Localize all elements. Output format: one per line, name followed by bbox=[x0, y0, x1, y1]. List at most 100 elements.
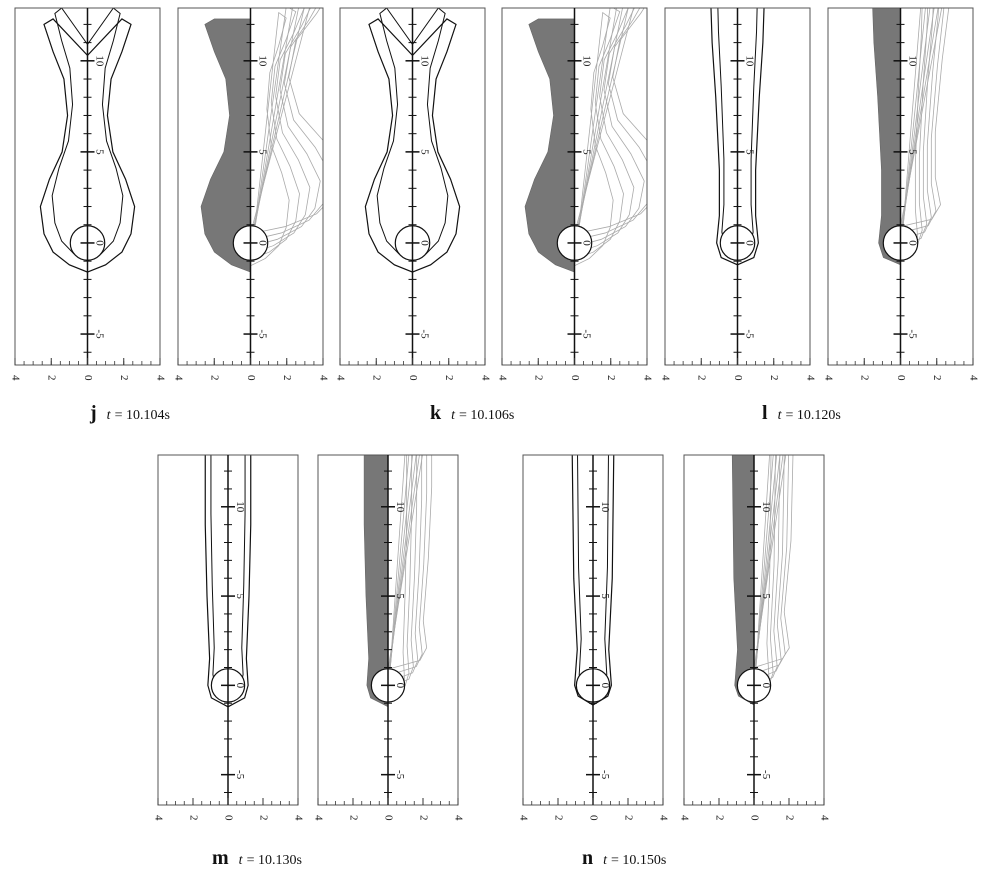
x-tick-label: 2 bbox=[783, 815, 795, 821]
y-tick-label: -5 bbox=[394, 770, 406, 780]
x-tick-label: 4 bbox=[452, 815, 464, 821]
y-tick-label: 5 bbox=[234, 593, 246, 599]
y-tick-label: 5 bbox=[257, 149, 269, 155]
y-tick-label: 0 bbox=[744, 240, 756, 246]
panel-letter: m bbox=[212, 847, 229, 869]
x-tick-label: 2 bbox=[46, 375, 58, 381]
y-tick-label: -5 bbox=[94, 329, 106, 339]
x-tick-label: 2 bbox=[209, 375, 221, 381]
y-tick-label: -5 bbox=[760, 770, 772, 780]
time-variable: t bbox=[451, 408, 456, 423]
y-tick-label: 10 bbox=[94, 55, 106, 66]
y-tick-label: -5 bbox=[581, 329, 593, 339]
contour-shade bbox=[364, 435, 388, 706]
x-tick-label: 4 bbox=[657, 815, 669, 821]
y-tick-label: 0 bbox=[234, 683, 246, 689]
x-tick-label: 2 bbox=[257, 815, 269, 821]
y-tick-label: 5 bbox=[599, 593, 611, 599]
panel-caption: kt= 10.106s bbox=[430, 402, 514, 424]
x-tick-label: 4 bbox=[9, 375, 21, 381]
x-tick-label: 0 bbox=[748, 815, 760, 821]
y-tick-label: -5 bbox=[744, 329, 756, 339]
figure: 10 5 0 -5 4 2 0 2 4 10 5 0 -5 4 2 0 2 4 10 5 0 -5 4 2 0 2 4 10 5 0 -5 4… bbox=[0, 0, 981, 871]
y-tick-label: 10 bbox=[419, 55, 431, 66]
contour-light bbox=[575, 0, 645, 247]
x-tick-label: 0 bbox=[245, 375, 257, 381]
panel-letter: k bbox=[430, 402, 442, 424]
x-tick-label: 2 bbox=[622, 815, 634, 821]
x-tick-label: 0 bbox=[587, 815, 599, 821]
time-value: = 10.150s bbox=[611, 853, 666, 868]
x-tick-label: 4 bbox=[292, 815, 304, 821]
x-tick-label: 2 bbox=[605, 375, 617, 381]
time-value: = 10.104s bbox=[115, 408, 170, 423]
panel-letter: j bbox=[89, 402, 97, 424]
x-tick-label: 0 bbox=[407, 375, 419, 381]
x-tick-label: 0 bbox=[222, 815, 234, 821]
y-tick-label: 5 bbox=[760, 593, 772, 599]
contours bbox=[201, 0, 341, 272]
x-tick-label: 4 bbox=[822, 375, 834, 381]
x-tick-label: 2 bbox=[552, 815, 564, 821]
y-tick-label: 0 bbox=[760, 683, 772, 689]
x-tick-label: 2 bbox=[931, 375, 943, 381]
y-tick-label: 5 bbox=[581, 149, 593, 155]
y-tick-label: 10 bbox=[234, 501, 246, 513]
contour-light bbox=[575, 0, 655, 240]
plot: 1050-542024 bbox=[517, 425, 669, 821]
y-tick-label: 10 bbox=[257, 55, 269, 66]
plot: 1050-542024 bbox=[9, 8, 166, 381]
x-tick-label: 2 bbox=[417, 815, 429, 821]
contour-light bbox=[575, 0, 665, 234]
x-tick-label: 2 bbox=[187, 815, 199, 821]
y-tick-label: -5 bbox=[419, 329, 431, 339]
contours bbox=[364, 398, 432, 707]
x-tick-label: 4 bbox=[312, 815, 324, 821]
contours bbox=[732, 398, 794, 705]
y-tick-label: 0 bbox=[257, 240, 269, 246]
contour-light bbox=[251, 0, 331, 240]
y-tick-label: 5 bbox=[394, 593, 406, 599]
x-tick-label: 0 bbox=[82, 375, 94, 381]
x-tick-label: 4 bbox=[641, 375, 653, 381]
contour-light bbox=[251, 0, 341, 234]
y-tick-label: 5 bbox=[94, 149, 106, 155]
y-tick-label: 10 bbox=[394, 501, 406, 513]
y-tick-label: 10 bbox=[744, 55, 756, 66]
x-tick-label: 2 bbox=[768, 375, 780, 381]
x-tick-label: 2 bbox=[859, 375, 871, 381]
y-tick-label: 0 bbox=[581, 240, 593, 246]
y-tick-label: 10 bbox=[581, 55, 593, 66]
x-tick-label: 2 bbox=[533, 375, 545, 381]
time-variable: t bbox=[778, 408, 783, 423]
x-tick-label: 2 bbox=[281, 375, 293, 381]
x-tick-label: 4 bbox=[804, 375, 816, 381]
x-tick-label: 4 bbox=[172, 375, 184, 381]
y-tick-label: 10 bbox=[907, 55, 919, 66]
x-tick-label: 2 bbox=[696, 375, 708, 381]
x-tick-label: 0 bbox=[732, 375, 744, 381]
x-tick-label: 4 bbox=[678, 815, 690, 821]
x-tick-label: 4 bbox=[317, 375, 329, 381]
x-tick-label: 2 bbox=[371, 375, 383, 381]
x-tick-label: 4 bbox=[154, 375, 166, 381]
y-tick-label: -5 bbox=[599, 770, 611, 780]
x-tick-label: 4 bbox=[967, 375, 979, 381]
x-tick-label: 4 bbox=[496, 375, 508, 381]
panel-letter: l bbox=[762, 402, 768, 424]
x-tick-label: 2 bbox=[443, 375, 455, 381]
time-value: = 10.106s bbox=[459, 408, 514, 423]
x-tick-label: 4 bbox=[152, 815, 164, 821]
time-variable: t bbox=[239, 853, 244, 868]
y-tick-label: 0 bbox=[907, 240, 919, 246]
y-tick-label: -5 bbox=[907, 329, 919, 339]
